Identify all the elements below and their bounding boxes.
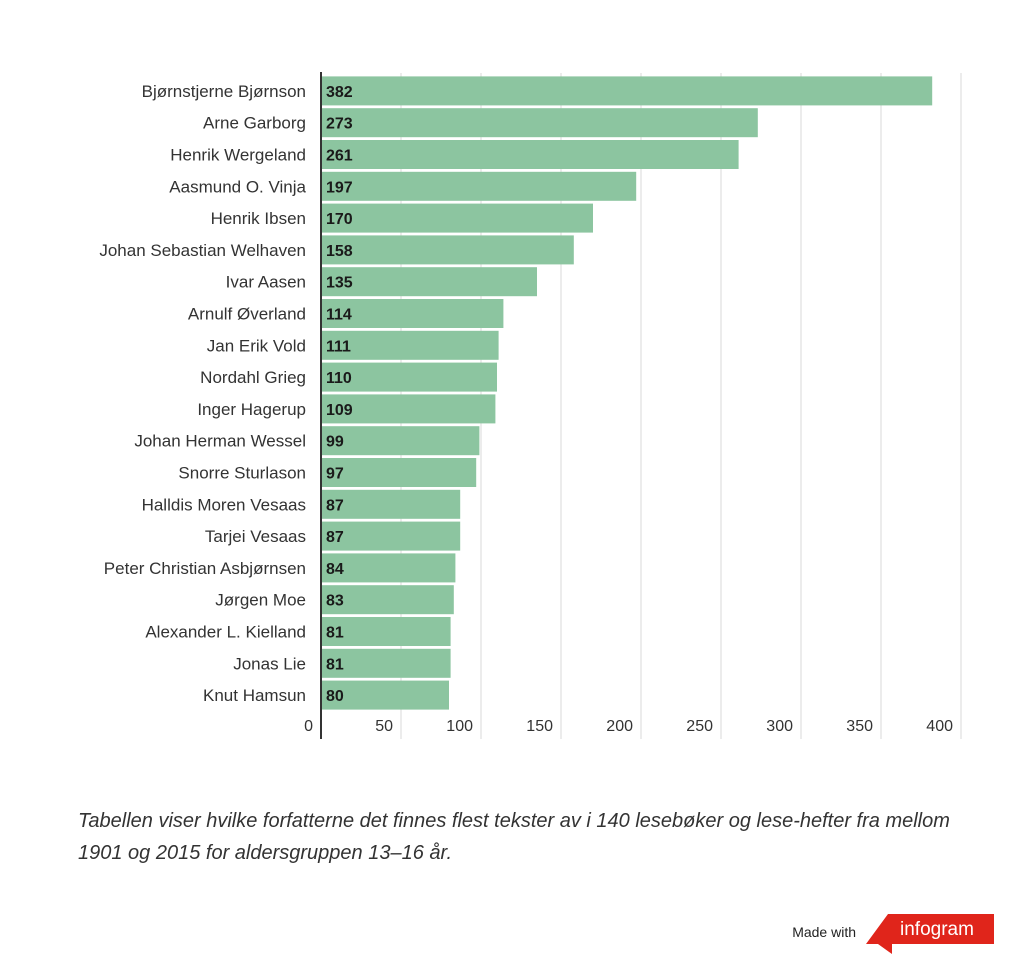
category-label: Johan Herman Wessel	[134, 432, 306, 451]
bar	[321, 585, 454, 615]
x-tick-label: 400	[926, 718, 953, 735]
bar	[321, 394, 496, 424]
bar	[321, 489, 461, 519]
bar	[321, 203, 593, 233]
category-label: Alexander L. Kielland	[145, 623, 306, 642]
chart-caption: Tabellen viser hvilke forfatterne det fi…	[78, 810, 950, 864]
x-tick-label: 0	[304, 718, 313, 735]
bar	[321, 235, 574, 265]
infogram-logo-shape	[866, 914, 994, 954]
category-label: Aasmund O. Vinja	[169, 177, 306, 196]
category-label: Inger Hagerup	[197, 400, 306, 419]
value-label: 87	[326, 529, 344, 546]
bar	[321, 267, 537, 297]
value-label: 83	[326, 593, 344, 610]
value-label: 84	[326, 561, 344, 578]
value-label: 81	[326, 656, 344, 673]
bar	[321, 108, 758, 138]
bar	[321, 330, 499, 360]
bar	[321, 553, 456, 583]
bars	[321, 76, 933, 710]
category-label: Arne Garborg	[203, 114, 306, 133]
bar	[321, 140, 739, 169]
value-label: 109	[326, 402, 353, 419]
category-label: Johan Sebastian Welhaven	[99, 241, 306, 260]
category-label: Ivar Aasen	[226, 273, 306, 292]
infogram-logo[interactable]: infogram	[866, 910, 994, 954]
x-tick-label: 300	[766, 718, 793, 735]
bar	[321, 362, 497, 392]
category-label: Jan Erik Vold	[207, 336, 306, 355]
x-tick-label: 250	[686, 718, 713, 735]
category-label: Bjørnstjerne Bjørnson	[142, 82, 306, 101]
infogram-footer[interactable]: Made with infogram	[792, 910, 994, 954]
value-label: 87	[326, 497, 344, 514]
value-label: 80	[326, 688, 344, 705]
bar	[321, 76, 933, 106]
value-label: 97	[326, 466, 344, 483]
category-label: Tarjei Vesaas	[205, 527, 306, 546]
category-label: Henrik Wergeland	[170, 146, 306, 165]
value-labels: 382 273 261 197 170 158 135 114 111 110 109 99 97 87 8…	[326, 84, 353, 705]
bar	[321, 171, 637, 201]
bar	[321, 680, 449, 710]
value-label: 81	[326, 625, 344, 642]
x-tick-label: 350	[846, 718, 873, 735]
value-label: 110	[326, 370, 352, 387]
category-label: Snorre Sturlason	[178, 464, 306, 483]
x-tick-label: 50	[375, 718, 393, 735]
value-label: 382	[326, 84, 353, 101]
category-label: Halldis Moren Vesaas	[142, 495, 306, 514]
x-axis-tick-labels: 0 50 100 150 200 250 300 350 400	[304, 718, 953, 735]
infogram-logo-text: infogram	[900, 919, 974, 940]
bar	[321, 299, 504, 328]
category-label: Peter Christian Asbjørnsen	[104, 559, 306, 578]
made-with-text: Made with	[792, 924, 856, 940]
value-label: 170	[326, 211, 353, 228]
category-label: Henrik Ibsen	[211, 209, 306, 228]
x-tick-label: 200	[606, 718, 633, 735]
x-tick-label: 150	[526, 718, 553, 735]
value-label: 261	[326, 148, 353, 165]
x-tick-label: 100	[446, 718, 473, 735]
value-label: 111	[326, 338, 351, 355]
bar	[321, 426, 480, 456]
value-label: 99	[326, 434, 344, 451]
bar	[321, 521, 461, 551]
category-label: Nordahl Grieg	[200, 368, 306, 387]
bar-chart: Bjørnstjerne Bjørnson Arne Garborg Henrik …	[99, 72, 962, 739]
bar	[321, 458, 477, 487]
category-label: Arnulf Øverland	[188, 305, 306, 324]
value-label: 273	[326, 116, 353, 133]
bar	[321, 648, 451, 678]
value-label: 114	[326, 307, 352, 324]
category-labels: Bjørnstjerne Bjørnson Arne Garborg Henrik …	[99, 82, 306, 705]
category-label: Jørgen Moe	[215, 591, 306, 610]
category-label: Knut Hamsun	[203, 686, 306, 705]
category-label: Jonas Lie	[233, 654, 306, 673]
bar	[321, 617, 451, 646]
value-label: 158	[326, 243, 353, 260]
value-label: 135	[326, 275, 353, 292]
value-label: 197	[326, 179, 353, 196]
